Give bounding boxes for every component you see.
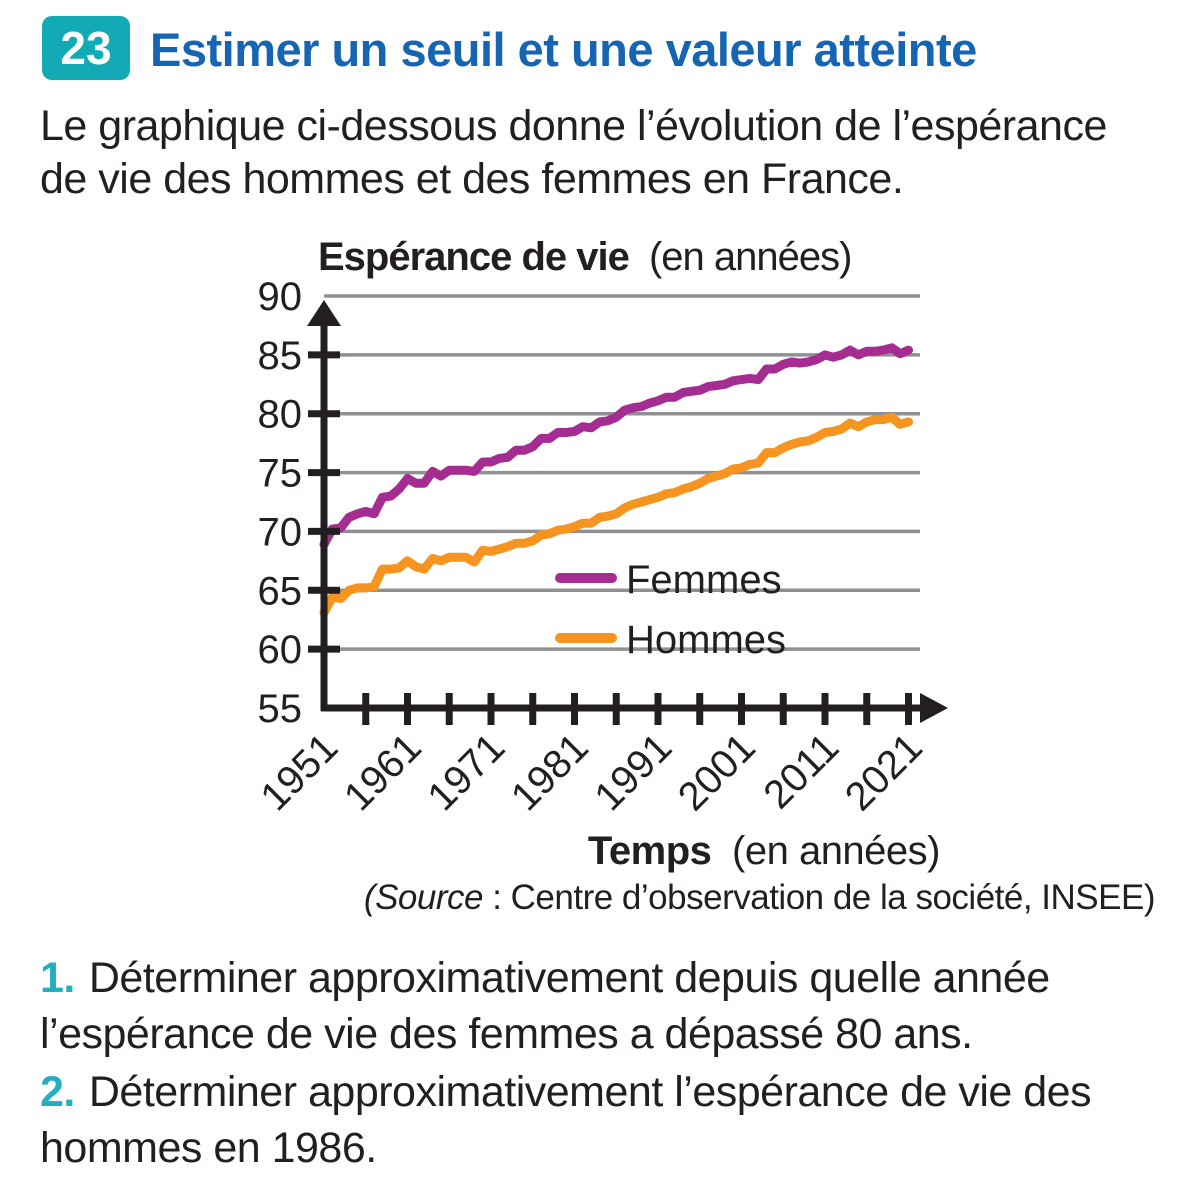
question-1-number: 1. bbox=[40, 954, 75, 1002]
y-tick-label-90: 90 bbox=[258, 275, 303, 319]
y-tick-label-60: 60 bbox=[258, 628, 303, 672]
source-word: (Source bbox=[363, 878, 484, 917]
legend-label-hommes: Hommes bbox=[626, 618, 786, 662]
question-2-line-1: Déterminer approximativement l’espérance… bbox=[88, 1068, 1092, 1116]
chart-svg: Espérance de vie (en années) 90 85 80 75 70 6… bbox=[252, 235, 948, 873]
y-tick-label-80: 80 bbox=[258, 393, 303, 437]
y-tick-label-70: 70 bbox=[258, 510, 303, 554]
source-rest: : Centre d’observation de la société, IN… bbox=[482, 878, 1155, 917]
x-tick-label-2021: 2021 bbox=[837, 725, 931, 819]
series-lines bbox=[319, 343, 913, 618]
line-hommes bbox=[319, 412, 913, 618]
x-axis-caption-bold: Temps bbox=[588, 829, 711, 873]
question-1-line-2: l’espérance de vie des femmes a dépassé … bbox=[40, 1010, 973, 1058]
intro-text: Le graphique ci-dessous donne l’évolutio… bbox=[40, 100, 1107, 206]
question-2-number: 2. bbox=[40, 1068, 75, 1116]
exercise-number-badge: 23 bbox=[42, 16, 130, 80]
chart-title-unit: (en années) bbox=[649, 235, 851, 279]
legend: Femmes Hommes bbox=[555, 558, 786, 662]
y-tick-label-75: 75 bbox=[258, 452, 303, 496]
x-tick-label-2011: 2011 bbox=[755, 725, 847, 817]
source-note: (Source : Centre d’observation de la soc… bbox=[0, 878, 1156, 918]
legend-label-femmes: Femmes bbox=[626, 558, 782, 602]
gridlines bbox=[324, 294, 920, 651]
x-tick-label-1981: 1981 bbox=[503, 725, 597, 819]
x-tick-label-2001: 2001 bbox=[670, 725, 764, 819]
y-tick-label-65: 65 bbox=[258, 569, 303, 613]
x-tick-label-1991: 1991 bbox=[586, 725, 680, 819]
intro-line-1: Le graphique ci-dessous donne l’évolutio… bbox=[40, 102, 1107, 150]
question-2-line-2: hommes en 1986. bbox=[40, 1124, 377, 1172]
x-axis-caption: Temps (en années) bbox=[588, 829, 940, 873]
chart-title: Espérance de vie (en années) bbox=[318, 235, 851, 279]
line-femmes bbox=[319, 343, 913, 549]
question-1: 1. Déterminer approximativement depuis qu… bbox=[40, 950, 1050, 1062]
intro-line-2: de vie des hommes et des femmes en Franc… bbox=[40, 155, 904, 203]
y-axis-labels: 90 85 80 75 70 65 60 55 bbox=[258, 275, 303, 731]
x-axis-caption-unit: (en années) bbox=[732, 829, 940, 873]
axes bbox=[307, 300, 948, 725]
y-tick-label-85: 85 bbox=[258, 334, 303, 378]
chart-title-bold: Espérance de vie bbox=[318, 235, 629, 279]
question-2: 2. Déterminer approximativement l’espéran… bbox=[40, 1064, 1092, 1176]
y-tick-label-55: 55 bbox=[258, 687, 303, 731]
x-tick-label-1971: 1971 bbox=[419, 725, 513, 819]
exercise-title: Estimer un seuil et une valeur atteinte bbox=[150, 23, 977, 76]
x-tick-label-1951: 1951 bbox=[252, 725, 346, 819]
x-tick-label-1961: 1961 bbox=[336, 725, 430, 819]
question-1-line-1: Déterminer approximativement depuis quel… bbox=[88, 954, 1050, 1002]
